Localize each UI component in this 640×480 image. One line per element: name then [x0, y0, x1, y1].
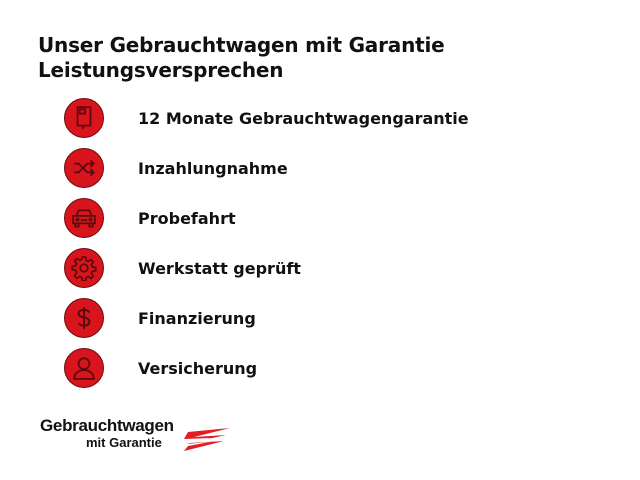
benefit-item-financing: Finanzierung: [64, 298, 256, 338]
benefit-label: Werkstatt geprüft: [138, 258, 301, 278]
benefit-item-test-drive: Probefahrt: [64, 198, 236, 238]
gear-icon: [64, 248, 104, 288]
dollar-icon: [64, 298, 104, 338]
person-icon: [64, 348, 104, 388]
title-line-2: Leistungsversprechen: [38, 58, 284, 82]
logo-line-2: mit Garantie: [86, 435, 162, 450]
benefit-item-warranty: 12 Monate Gebrauchtwagengarantie: [64, 98, 469, 138]
benefit-label: Inzahlungnahme: [138, 158, 288, 178]
shuffle-icon: [64, 148, 104, 188]
benefit-label: Probefahrt: [138, 208, 236, 228]
book-icon: [64, 98, 104, 138]
brand-logo: Gebrauchtwagen mit Garantie: [40, 416, 230, 456]
benefit-item-trade-in: Inzahlungnahme: [64, 148, 288, 188]
title-line-1: Unser Gebrauchtwagen mit Garantie: [38, 33, 445, 57]
benefit-label: Versicherung: [138, 358, 258, 378]
benefit-item-workshop: Werkstatt geprüft: [64, 248, 301, 288]
red-swoosh-icon: [184, 428, 230, 451]
car-icon: [64, 198, 104, 238]
benefit-label: 12 Monate Gebrauchtwagengarantie: [138, 108, 469, 128]
benefit-label: Finanzierung: [138, 308, 256, 328]
page-title: Unser Gebrauchtwagen mit Garantie Leistu…: [38, 33, 445, 83]
logo-line-1: Gebrauchtwagen: [40, 416, 174, 435]
benefit-item-insurance: Versicherung: [64, 348, 257, 388]
